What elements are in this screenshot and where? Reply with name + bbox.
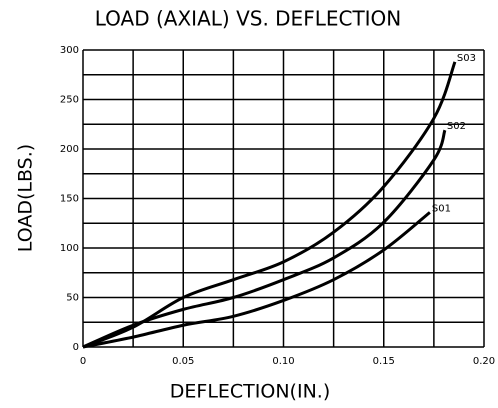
x-tick-label: 0.15 (373, 356, 395, 367)
series-label: S02 (447, 121, 466, 132)
x-tick-label: 0.05 (172, 356, 194, 367)
series-line (82, 129, 447, 349)
series-line (82, 211, 431, 349)
y-tick-label: 0 (73, 342, 79, 353)
y-tick-label: 100 (60, 243, 79, 254)
x-tick-label: 0.10 (272, 356, 294, 367)
y-tick-label: 250 (60, 95, 79, 106)
y-tick-label: 300 (60, 45, 79, 56)
series-label: S03 (457, 53, 476, 64)
series-line (82, 61, 457, 349)
y-tick-label: 200 (60, 144, 79, 155)
y-tick-label: 50 (66, 293, 79, 304)
x-axis-label: DEFLECTION(IN.) (170, 381, 330, 403)
x-tick-label: 0 (80, 356, 86, 367)
y-tick-label: 150 (60, 194, 79, 205)
chart-title: LOAD (AXIAL) VS. DEFLECTION (95, 7, 402, 31)
x-tick-label: 0.20 (473, 356, 495, 367)
y-axis-label: LOAD(LBS.) (15, 144, 37, 252)
series-label: S01 (432, 203, 451, 214)
